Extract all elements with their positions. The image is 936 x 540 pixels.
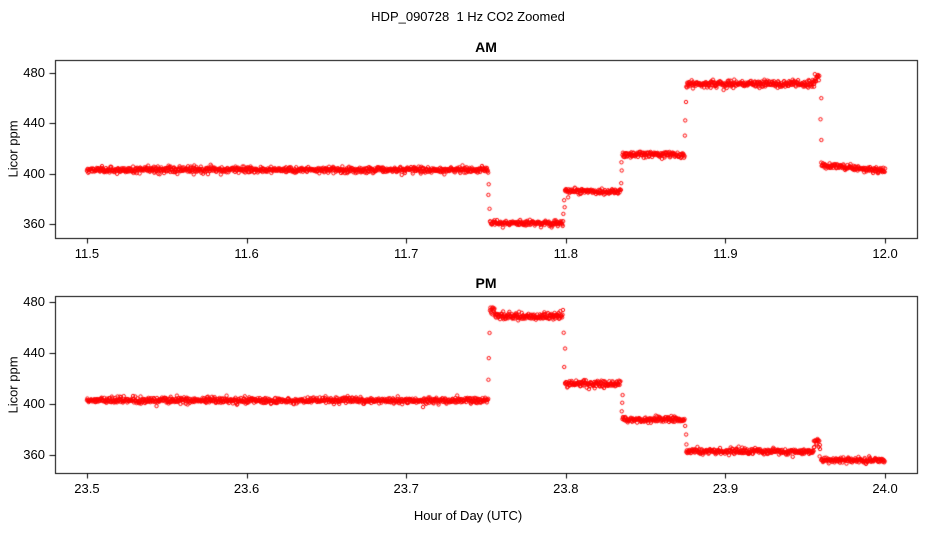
am-y-tick-label: 480 <box>23 64 45 80</box>
pm-x-tick-label: 23.7 <box>393 481 419 496</box>
pm-x-tick-label: 23.9 <box>712 481 739 496</box>
am-x-tick-label: 11.7 <box>394 246 419 261</box>
am-x-tick-label: 11.5 <box>74 246 100 261</box>
am-y-tick-label: 400 <box>23 165 45 181</box>
am-x-tick-label: 11.6 <box>234 246 259 261</box>
am-y-tick-label: 440 <box>23 115 45 131</box>
pm-x-tick-label: 24.0 <box>872 481 898 496</box>
pm-x-tick-label: 23.6 <box>233 481 260 496</box>
pm-x-tick-label: 23.5 <box>74 481 100 496</box>
pm-y-tick-label: 400 <box>23 396 45 412</box>
pm-y-tick-label: 440 <box>23 345 45 361</box>
pm-panel-title: PM <box>475 275 497 291</box>
pm-y-tick-label: 360 <box>23 447 45 463</box>
pm-y-tick-label: 480 <box>23 294 45 310</box>
am-y-tick-label: 360 <box>23 216 45 232</box>
figure-title: HDP_090728 1 Hz CO2 Zoomed <box>371 9 565 24</box>
am-x-tick-label: 12.0 <box>872 246 898 261</box>
am-panel-title: AM <box>475 39 497 55</box>
am-x-tick-label: 11.8 <box>553 246 578 261</box>
pm-x-tick-label: 23.8 <box>553 481 579 496</box>
am-x-tick-label: 11.9 <box>713 246 738 261</box>
x-axis-label: Hour of Day (UTC) <box>413 508 523 523</box>
